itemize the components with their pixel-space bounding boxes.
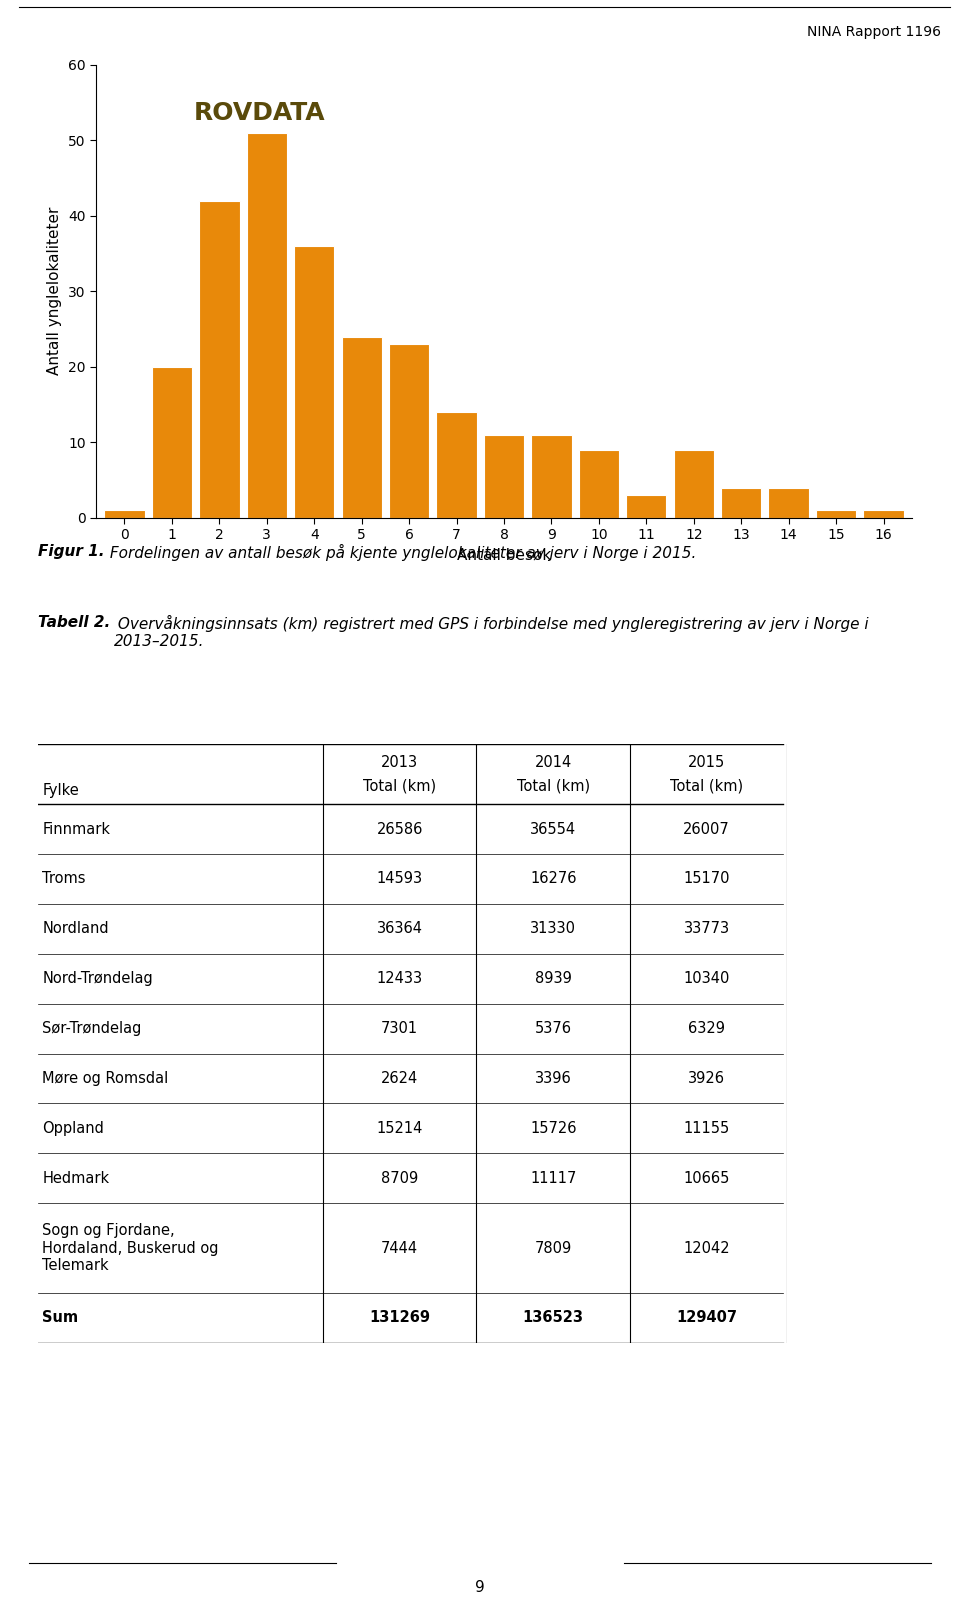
Text: 2014: 2014 xyxy=(535,754,572,770)
Text: 36554: 36554 xyxy=(530,822,576,837)
Text: 12433: 12433 xyxy=(376,971,422,987)
Text: 15726: 15726 xyxy=(530,1121,576,1136)
Bar xyxy=(863,510,903,518)
Bar xyxy=(626,495,666,518)
Text: 131269: 131269 xyxy=(370,1311,430,1325)
Text: Total (km): Total (km) xyxy=(670,778,743,794)
Bar xyxy=(674,450,714,518)
Text: Sør-Trøndelag: Sør-Trøndelag xyxy=(42,1021,141,1036)
Text: 7809: 7809 xyxy=(535,1241,572,1256)
Bar xyxy=(247,133,287,518)
Text: 15214: 15214 xyxy=(376,1121,423,1136)
Text: 26586: 26586 xyxy=(376,822,423,837)
Text: 3926: 3926 xyxy=(688,1071,725,1086)
Text: 15170: 15170 xyxy=(684,872,730,887)
Text: Sum: Sum xyxy=(42,1311,79,1325)
Bar xyxy=(294,246,334,518)
Text: 2624: 2624 xyxy=(381,1071,419,1086)
Text: Figur 1.: Figur 1. xyxy=(38,544,105,558)
Bar xyxy=(769,487,809,518)
Text: 7301: 7301 xyxy=(381,1021,419,1036)
X-axis label: Antall besøk: Antall besøk xyxy=(457,549,551,563)
Text: Fylke: Fylke xyxy=(42,783,79,798)
Bar xyxy=(531,435,571,518)
Text: 5376: 5376 xyxy=(535,1021,572,1036)
Text: Nord-Trøndelag: Nord-Trøndelag xyxy=(42,971,153,987)
Text: 10665: 10665 xyxy=(684,1171,730,1186)
Text: 11117: 11117 xyxy=(530,1171,576,1186)
Text: 136523: 136523 xyxy=(522,1311,584,1325)
Text: Oppland: Oppland xyxy=(42,1121,104,1136)
Text: 3396: 3396 xyxy=(535,1071,571,1086)
Bar xyxy=(105,510,145,518)
Text: 26007: 26007 xyxy=(684,822,730,837)
Text: 33773: 33773 xyxy=(684,921,730,937)
Text: Finnmark: Finnmark xyxy=(42,822,110,837)
Text: 10340: 10340 xyxy=(684,971,730,987)
Text: Nordland: Nordland xyxy=(42,921,108,937)
Text: 2013: 2013 xyxy=(381,754,419,770)
Text: Fordelingen av antall besøk på kjente ynglelokaliteter av jerv i Norge i 2015.: Fordelingen av antall besøk på kjente yn… xyxy=(105,544,696,561)
Text: NINA Rapport 1196: NINA Rapport 1196 xyxy=(806,24,941,39)
Text: 8939: 8939 xyxy=(535,971,571,987)
Text: 31330: 31330 xyxy=(530,921,576,937)
Text: 6329: 6329 xyxy=(688,1021,725,1036)
Bar xyxy=(579,450,619,518)
Bar xyxy=(389,345,429,518)
Text: Sogn og Fjordane,
Hordaland, Buskerud og
Telemark: Sogn og Fjordane, Hordaland, Buskerud og… xyxy=(42,1223,219,1273)
Text: 9: 9 xyxy=(475,1579,485,1595)
Text: 7444: 7444 xyxy=(381,1241,419,1256)
Text: 129407: 129407 xyxy=(676,1311,737,1325)
Text: Møre og Romsdal: Møre og Romsdal xyxy=(42,1071,168,1086)
Text: 36364: 36364 xyxy=(376,921,422,937)
Text: 8709: 8709 xyxy=(381,1171,419,1186)
Text: Troms: Troms xyxy=(42,872,85,887)
Text: ROVDATA: ROVDATA xyxy=(194,100,325,125)
Bar xyxy=(816,510,856,518)
Text: 14593: 14593 xyxy=(376,872,422,887)
Bar xyxy=(484,435,524,518)
Text: 16276: 16276 xyxy=(530,872,576,887)
Text: Hedmark: Hedmark xyxy=(42,1171,109,1186)
Bar xyxy=(437,413,477,518)
Bar xyxy=(721,487,761,518)
Bar xyxy=(199,201,239,518)
Text: Overvåkningsinnsats (km) registrert med GPS i forbindelse med yngleregistrering : Overvåkningsinnsats (km) registrert med … xyxy=(113,615,869,649)
Bar xyxy=(152,367,192,518)
Text: 11155: 11155 xyxy=(684,1121,730,1136)
Text: Tabell 2.: Tabell 2. xyxy=(38,615,110,629)
Y-axis label: Antall ynglelokaliteter: Antall ynglelokaliteter xyxy=(47,207,62,375)
Text: Total (km): Total (km) xyxy=(516,778,589,794)
Bar xyxy=(342,337,382,518)
Text: 12042: 12042 xyxy=(684,1241,730,1256)
Text: Total (km): Total (km) xyxy=(363,778,436,794)
Text: 2015: 2015 xyxy=(688,754,726,770)
